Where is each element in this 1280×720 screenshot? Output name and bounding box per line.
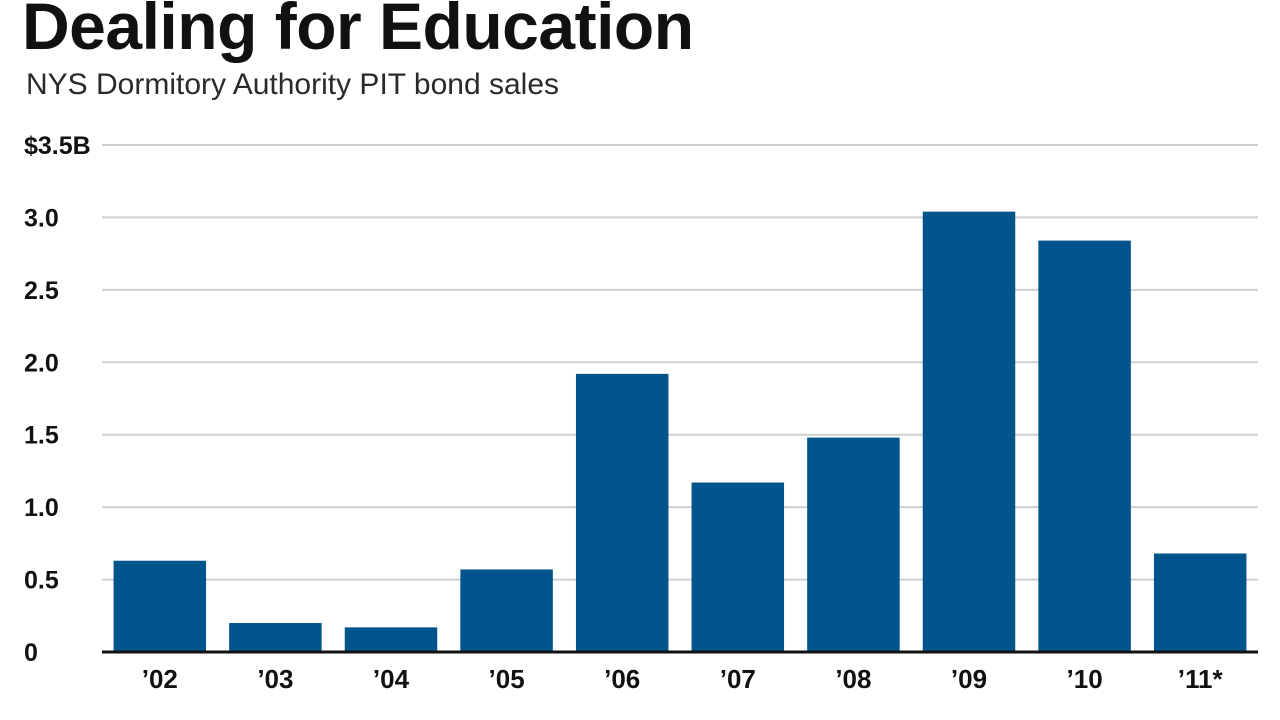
x-tick-label: ’06 <box>604 664 640 694</box>
y-tick-label: 1.5 <box>24 422 59 450</box>
x-tick-label: ’08 <box>835 664 871 694</box>
x-tick-label: ’04 <box>373 664 410 694</box>
y-tick-label: 2.5 <box>24 277 59 305</box>
bar <box>575 373 669 652</box>
x-tick-label: ’03 <box>257 664 293 694</box>
bar <box>691 482 785 652</box>
y-tick-label: 0.5 <box>24 567 59 595</box>
x-tick-label: ’09 <box>951 664 987 694</box>
x-tick-label: ’05 <box>489 664 525 694</box>
bar <box>1153 553 1247 652</box>
x-tick-label: ’07 <box>720 664 756 694</box>
bar <box>460 569 553 652</box>
x-tick-label: ’10 <box>1067 664 1103 694</box>
y-tick-label: $3.5B <box>24 132 91 160</box>
bar <box>807 437 900 652</box>
y-tick-label: 2.0 <box>24 349 59 377</box>
x-tick-label: ’02 <box>142 664 178 694</box>
bar <box>344 627 438 652</box>
bar <box>113 560 207 652</box>
y-tick-label: 1.0 <box>24 494 59 522</box>
bar <box>1038 240 1131 652</box>
y-tick-label: 3.0 <box>24 204 59 232</box>
bar <box>922 211 1016 653</box>
y-axis-ticks: 0 0.5 1.0 1.5 2.0 2.5 3.0 $3.5B <box>24 132 91 667</box>
y-tick-label: 0 <box>24 639 38 667</box>
x-tick-label: ’11* <box>1178 664 1224 694</box>
chart-title: Dealing for Education <box>22 0 694 63</box>
x-axis-ticks: ’02 ’03 ’04 ’05 ’06 ’07 ’08 ’09 ’10 ’11* <box>142 664 1224 694</box>
chart-subtitle: NYS Dormitory Authority PIT bond sales <box>26 68 559 101</box>
bar <box>229 623 322 652</box>
bars <box>113 211 1247 653</box>
